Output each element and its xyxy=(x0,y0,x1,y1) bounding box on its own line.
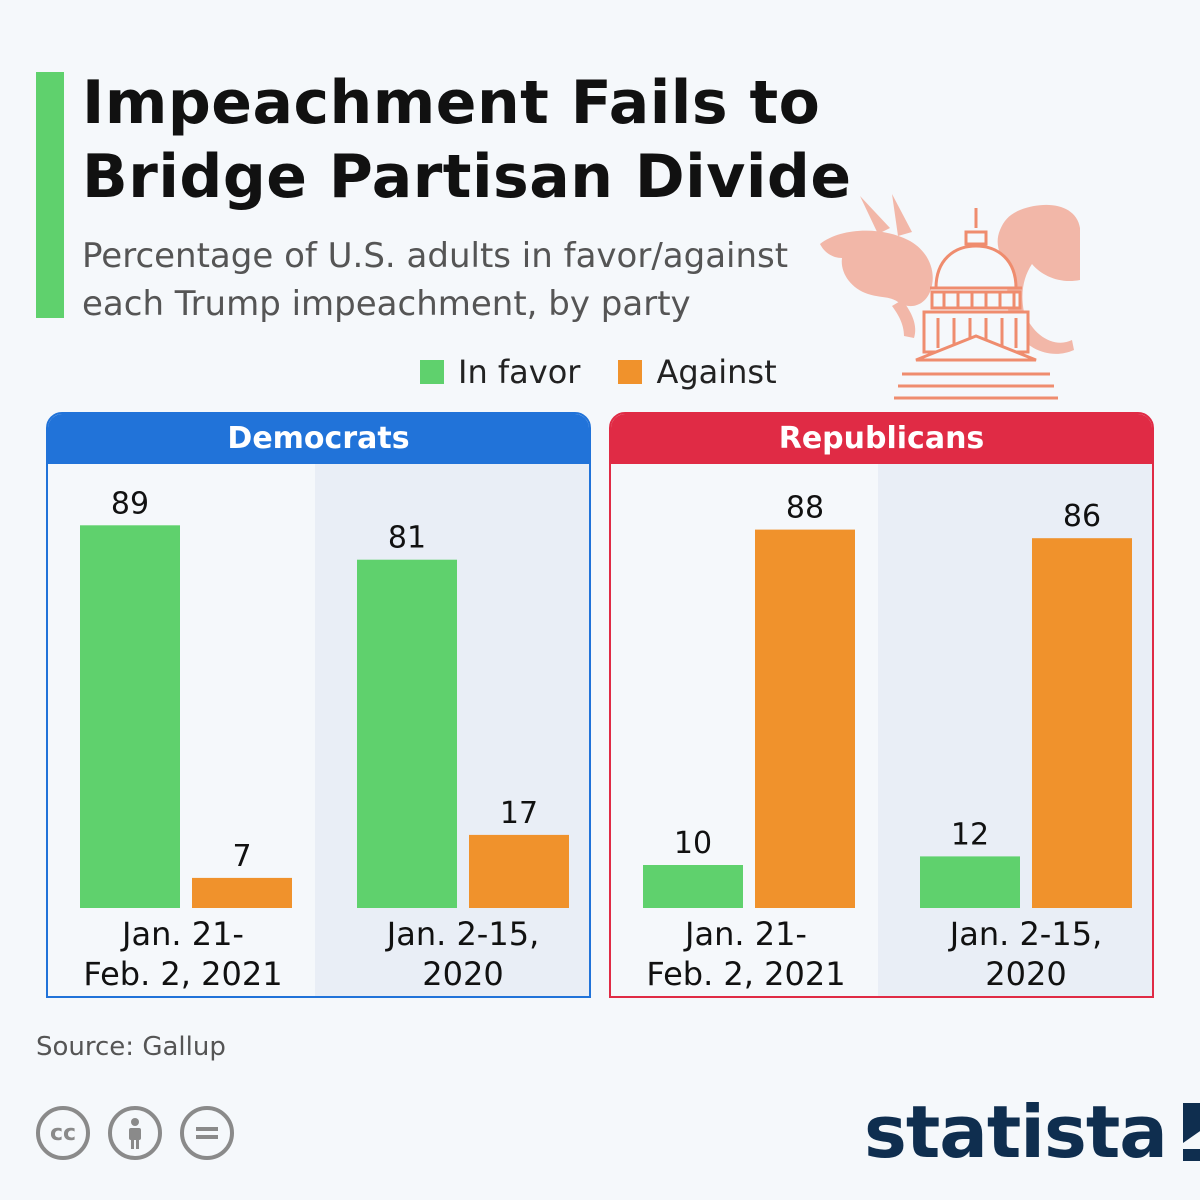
data-label-against: 7 xyxy=(232,839,251,874)
capitol-icon xyxy=(894,208,1058,400)
statista-wordmark: statista xyxy=(864,1090,1168,1174)
chart-subtitle: Percentage of U.S. adults in favor/again… xyxy=(82,236,789,324)
source-note: Source: Gallup xyxy=(36,1032,226,1062)
bar-in-favor xyxy=(643,865,743,908)
against-swatch xyxy=(618,360,643,384)
data-label-in-favor: 12 xyxy=(951,817,989,852)
capitol-donkey-elephant-illustration xyxy=(820,194,1080,400)
democrats-panel-header: Democrats xyxy=(48,414,589,464)
no-derivatives-icon[interactable] xyxy=(180,1106,234,1160)
period-label-2020: Jan. 2-15, 2020 xyxy=(386,915,540,993)
legend: In favor Against xyxy=(420,352,815,392)
statista-mark-icon xyxy=(1182,1103,1200,1161)
data-label-against: 17 xyxy=(500,796,538,831)
democrats-panel-body: 89 7 81 17 Jan. 21- Feb. 2, 2021 Jan. 2-15,… xyxy=(48,464,589,996)
license-icons: cc xyxy=(36,1106,252,1160)
donkey-icon xyxy=(820,194,933,338)
statista-logo[interactable]: statista xyxy=(864,1090,1200,1174)
bar-against xyxy=(1032,538,1132,908)
bar-against xyxy=(192,877,292,908)
bar-against xyxy=(755,529,855,908)
data-label-in-favor: 10 xyxy=(674,826,712,861)
republicans-panel-body: 10 88 12 86 Jan. 21- Feb. 2, 2021 Jan. 2-15… xyxy=(611,464,1152,996)
bar-in-favor xyxy=(920,856,1020,908)
in-favor-swatch xyxy=(420,360,444,384)
bar-in-favor xyxy=(80,525,180,908)
bar-against xyxy=(469,834,569,908)
data-label-in-favor: 81 xyxy=(388,521,426,556)
data-label-in-favor: 89 xyxy=(111,486,149,521)
period-label-2020: Jan. 2-15, 2020 xyxy=(949,915,1103,993)
legend-in-favor-label: In favor xyxy=(458,353,581,391)
republicans-panel-header: Republicans xyxy=(611,414,1152,464)
democrats-bars: 89 7 81 17 xyxy=(80,486,569,908)
republicans-panel: Republicans 10 88 12 86 Jan. 21- Feb. 2, 20… xyxy=(609,412,1154,998)
bar-in-favor xyxy=(357,559,457,908)
legend-against: Against xyxy=(618,353,777,391)
legend-in-favor: In favor xyxy=(420,353,580,391)
legend-against-label: Against xyxy=(656,353,777,391)
title-accent-bar xyxy=(36,72,64,318)
attribution-icon[interactable] xyxy=(108,1106,162,1160)
period-label-2021: Jan. 21- Feb. 2, 2021 xyxy=(83,915,283,993)
data-label-against: 88 xyxy=(786,491,824,526)
chart-title: Impeachment Fails to Bridge Partisan Div… xyxy=(82,68,852,212)
period-label-2021: Jan. 21- Feb. 2, 2021 xyxy=(646,915,846,993)
democrats-panel: Democrats 89 7 81 17 Jan. 21- Feb. 2, 2021 … xyxy=(46,412,591,998)
republicans-bars: 10 88 12 86 xyxy=(643,491,1132,908)
cc-icon[interactable]: cc xyxy=(36,1106,90,1160)
data-label-against: 86 xyxy=(1063,499,1101,534)
